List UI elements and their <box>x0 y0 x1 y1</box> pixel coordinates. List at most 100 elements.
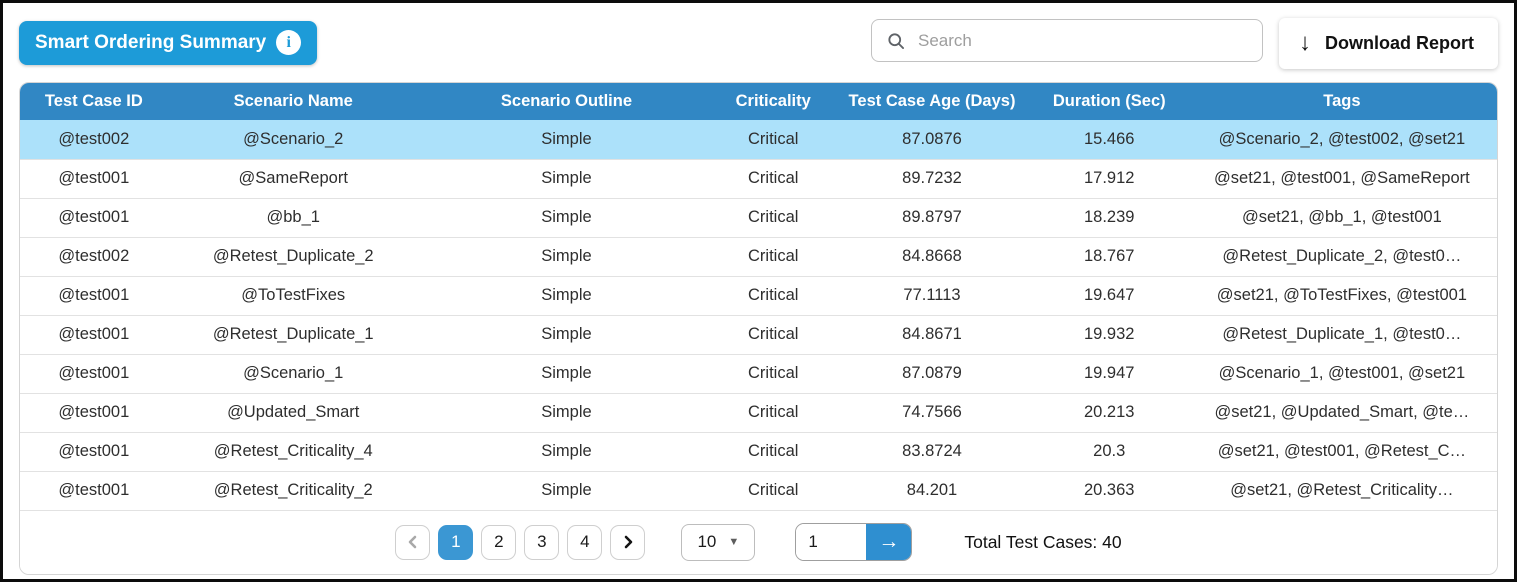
chevron-right-icon <box>624 535 633 549</box>
cell-tags: @set21, @Retest_Criticality… <box>1186 471 1497 511</box>
cell-tags: @Retest_Duplicate_2, @test0… <box>1186 237 1497 277</box>
cell-criticality: Critical <box>714 120 833 160</box>
search-input[interactable] <box>918 30 1248 51</box>
cell-scenario-name: @Scenario_1 <box>167 354 419 394</box>
table-row[interactable]: @test001 @Retest_Duplicate_1 Simple Crit… <box>20 315 1497 355</box>
table-row[interactable]: @test001 @Scenario_1 Simple Critical 87.… <box>20 354 1497 394</box>
cell-criticality: Critical <box>714 315 833 355</box>
table-row[interactable]: @test001 @Updated_Smart Simple Critical … <box>20 393 1497 433</box>
cell-scenario-name: @bb_1 <box>167 198 419 238</box>
cell-criticality: Critical <box>714 159 833 199</box>
cell-duration: 19.947 <box>1031 354 1187 394</box>
next-page-button[interactable] <box>610 524 646 560</box>
table-header: Test Case ID Scenario Name Scenario Outlin… <box>20 83 1497 120</box>
cell-test-case-age: 74.7566 <box>832 393 1032 433</box>
cell-criticality: Critical <box>714 432 833 472</box>
cell-criticality: Critical <box>714 393 833 433</box>
cell-scenario-name: @ToTestFixes <box>167 276 419 316</box>
cell-tags: @set21, @bb_1, @test001 <box>1186 198 1497 238</box>
chevron-left-icon <box>408 535 417 549</box>
total-test-cases-label: Total Test Cases: 40 <box>964 531 1122 552</box>
info-icon[interactable]: i <box>276 30 302 55</box>
cell-criticality: Critical <box>714 198 833 238</box>
cell-test-case-age: 87.0876 <box>832 120 1032 160</box>
cell-scenario-outline: Simple <box>418 198 715 238</box>
cell-test-case-id: @test001 <box>20 432 168 472</box>
cell-test-case-age: 84.201 <box>832 471 1032 511</box>
table-row[interactable]: @test001 @Retest_Criticality_2 Simple Cr… <box>20 471 1497 511</box>
column-header: Scenario Outline <box>418 83 715 120</box>
cell-scenario-name: @Scenario_2 <box>167 120 419 160</box>
page-button-3[interactable]: 3 <box>524 524 560 560</box>
download-report-button[interactable]: ↓ Download Report <box>1279 18 1498 69</box>
cell-scenario-outline: Simple <box>418 393 715 433</box>
table-row[interactable]: @test002 @Scenario_2 Simple Critical 87.… <box>20 120 1497 160</box>
cell-duration: 15.466 <box>1031 120 1187 160</box>
page-title-badge: Smart Ordering Summary i <box>19 21 318 65</box>
previous-page-button[interactable] <box>395 524 431 560</box>
cell-test-case-age: 87.0879 <box>832 354 1032 394</box>
column-header: Test Case Age (Days) <box>832 83 1032 120</box>
page-button-4[interactable]: 4 <box>567 524 603 560</box>
column-header: Criticality <box>714 83 833 120</box>
cell-criticality: Critical <box>714 471 833 511</box>
arrow-right-icon: → <box>878 530 900 553</box>
cell-test-case-id: @test001 <box>20 198 168 238</box>
cell-tags: @set21, @test001, @SameReport <box>1186 159 1497 199</box>
top-bar: Smart Ordering Summary i ↓ Download Repo… <box>19 18 1498 80</box>
chevron-down-icon: ▼ <box>728 536 740 548</box>
cell-test-case-id: @test001 <box>20 471 168 511</box>
cell-test-case-id: @test002 <box>20 120 168 160</box>
table-row[interactable]: @test002 @Retest_Duplicate_2 Simple Crit… <box>20 237 1497 277</box>
page-size-value: 10 <box>697 532 717 551</box>
cell-test-case-age: 89.8797 <box>832 198 1032 238</box>
page-button-1[interactable]: 1 <box>438 524 474 560</box>
column-header: Tags <box>1186 83 1497 120</box>
cell-test-case-age: 83.8724 <box>832 432 1032 472</box>
table-row[interactable]: @test001 @bb_1 Simple Critical 89.8797 1… <box>20 198 1497 238</box>
cell-scenario-outline: Simple <box>418 315 715 355</box>
column-header: Test Case ID <box>20 83 168 120</box>
goto-page-input[interactable] <box>796 524 867 560</box>
goto-page-button[interactable]: → <box>866 524 912 560</box>
test-cases-table: Test Case ID Scenario Name Scenario Outlin… <box>20 83 1497 511</box>
table-row[interactable]: @test001 @SameReport Simple Critical 89.… <box>20 159 1497 199</box>
cell-duration: 20.363 <box>1031 471 1187 511</box>
goto-page-group: → <box>795 523 913 561</box>
cell-scenario-outline: Simple <box>418 354 715 394</box>
cell-test-case-age: 89.7232 <box>832 159 1032 199</box>
page-title: Smart Ordering Summary <box>35 31 267 53</box>
cell-scenario-name: @Retest_Criticality_4 <box>167 432 419 472</box>
cell-criticality: Critical <box>714 237 833 277</box>
cell-test-case-id: @test002 <box>20 237 168 277</box>
table-row[interactable]: @test001 @Retest_Criticality_4 Simple Cr… <box>20 432 1497 472</box>
table-header-row: Test Case ID Scenario Name Scenario Outlin… <box>20 83 1497 120</box>
table-body: @test002 @Scenario_2 Simple Critical 87.… <box>20 120 1497 511</box>
cell-test-case-id: @test001 <box>20 159 168 199</box>
page-button-2[interactable]: 2 <box>481 524 517 560</box>
cell-tags: @set21, @ToTestFixes, @test001 <box>1186 276 1497 316</box>
table-row[interactable]: @test001 @ToTestFixes Simple Critical 77… <box>20 276 1497 316</box>
cell-tags: @Retest_Duplicate_1, @test0… <box>1186 315 1497 355</box>
cell-test-case-age: 84.8671 <box>832 315 1032 355</box>
cell-scenario-name: @Updated_Smart <box>167 393 419 433</box>
column-header: Scenario Name <box>167 83 419 120</box>
cell-scenario-outline: Simple <box>418 276 715 316</box>
download-report-label: Download Report <box>1325 33 1474 53</box>
page-size-dropdown[interactable]: 10 ▼ <box>681 523 756 561</box>
cell-test-case-id: @test001 <box>20 276 168 316</box>
cell-scenario-outline: Simple <box>418 471 715 511</box>
cell-scenario-outline: Simple <box>418 237 715 277</box>
cell-criticality: Critical <box>714 354 833 394</box>
search-box[interactable] <box>871 19 1263 62</box>
cell-scenario-outline: Simple <box>418 432 715 472</box>
search-icon <box>888 32 904 49</box>
top-bar-actions: ↓ Download Report <box>871 18 1498 69</box>
cell-scenario-name: @Retest_Duplicate_2 <box>167 237 419 277</box>
cell-test-case-age: 84.8668 <box>832 237 1032 277</box>
cell-scenario-name: @SameReport <box>167 159 419 199</box>
cell-duration: 20.213 <box>1031 393 1187 433</box>
